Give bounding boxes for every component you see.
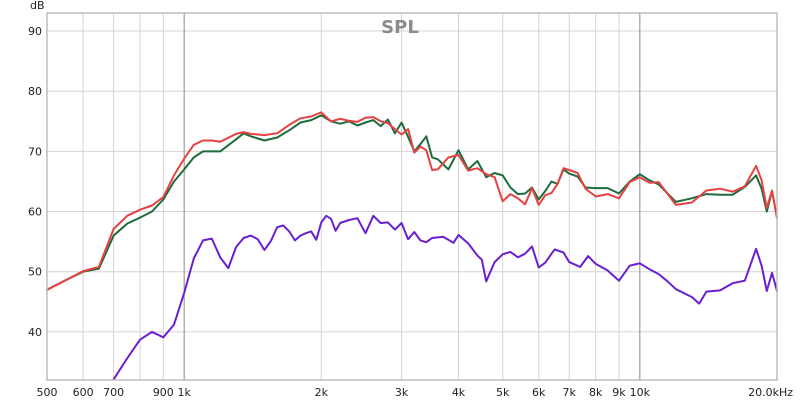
y-axis-unit-label: dB <box>30 0 45 12</box>
x-tick-label: 20.0kHz <box>748 386 793 399</box>
x-tick-label: 4k <box>452 386 466 399</box>
series-line-1 <box>46 114 778 291</box>
tick-labels: 40 50 60 70 80 90 500 600 700 900 1k 2k 3k 4k 5k 6k 7k 8k… <box>28 25 793 399</box>
x-tick-label: 700 <box>103 386 124 399</box>
y-tick-label: 80 <box>28 85 42 98</box>
series-line-3 <box>112 214 778 381</box>
x-tick-label: 3k <box>395 386 409 399</box>
x-tick-label: 600 <box>73 386 94 399</box>
plot-border <box>46 12 778 381</box>
series-line-2 <box>46 111 778 291</box>
x-tick-label: 2k <box>315 386 329 399</box>
x-tick-label: 8k <box>589 386 603 399</box>
chart-title: SPL <box>381 17 419 38</box>
x-tick-label: 6k <box>532 386 546 399</box>
x-tick-label: 9k <box>612 386 626 399</box>
x-tick-label: 1k <box>177 386 191 399</box>
y-tick-label: 60 <box>28 206 42 219</box>
x-tick-label: 7k <box>563 386 577 399</box>
y-tick-label: 90 <box>28 25 42 38</box>
x-tick-label: 5k <box>496 386 510 399</box>
y-tick-label: 50 <box>28 266 42 279</box>
x-tick-label: 500 <box>37 386 58 399</box>
series-layer <box>46 111 778 381</box>
y-tick-label: 40 <box>28 326 42 339</box>
y-tick-label: 70 <box>28 145 42 158</box>
x-tick-label: 900 <box>153 386 174 399</box>
x-tick-label: 10k <box>630 386 651 399</box>
